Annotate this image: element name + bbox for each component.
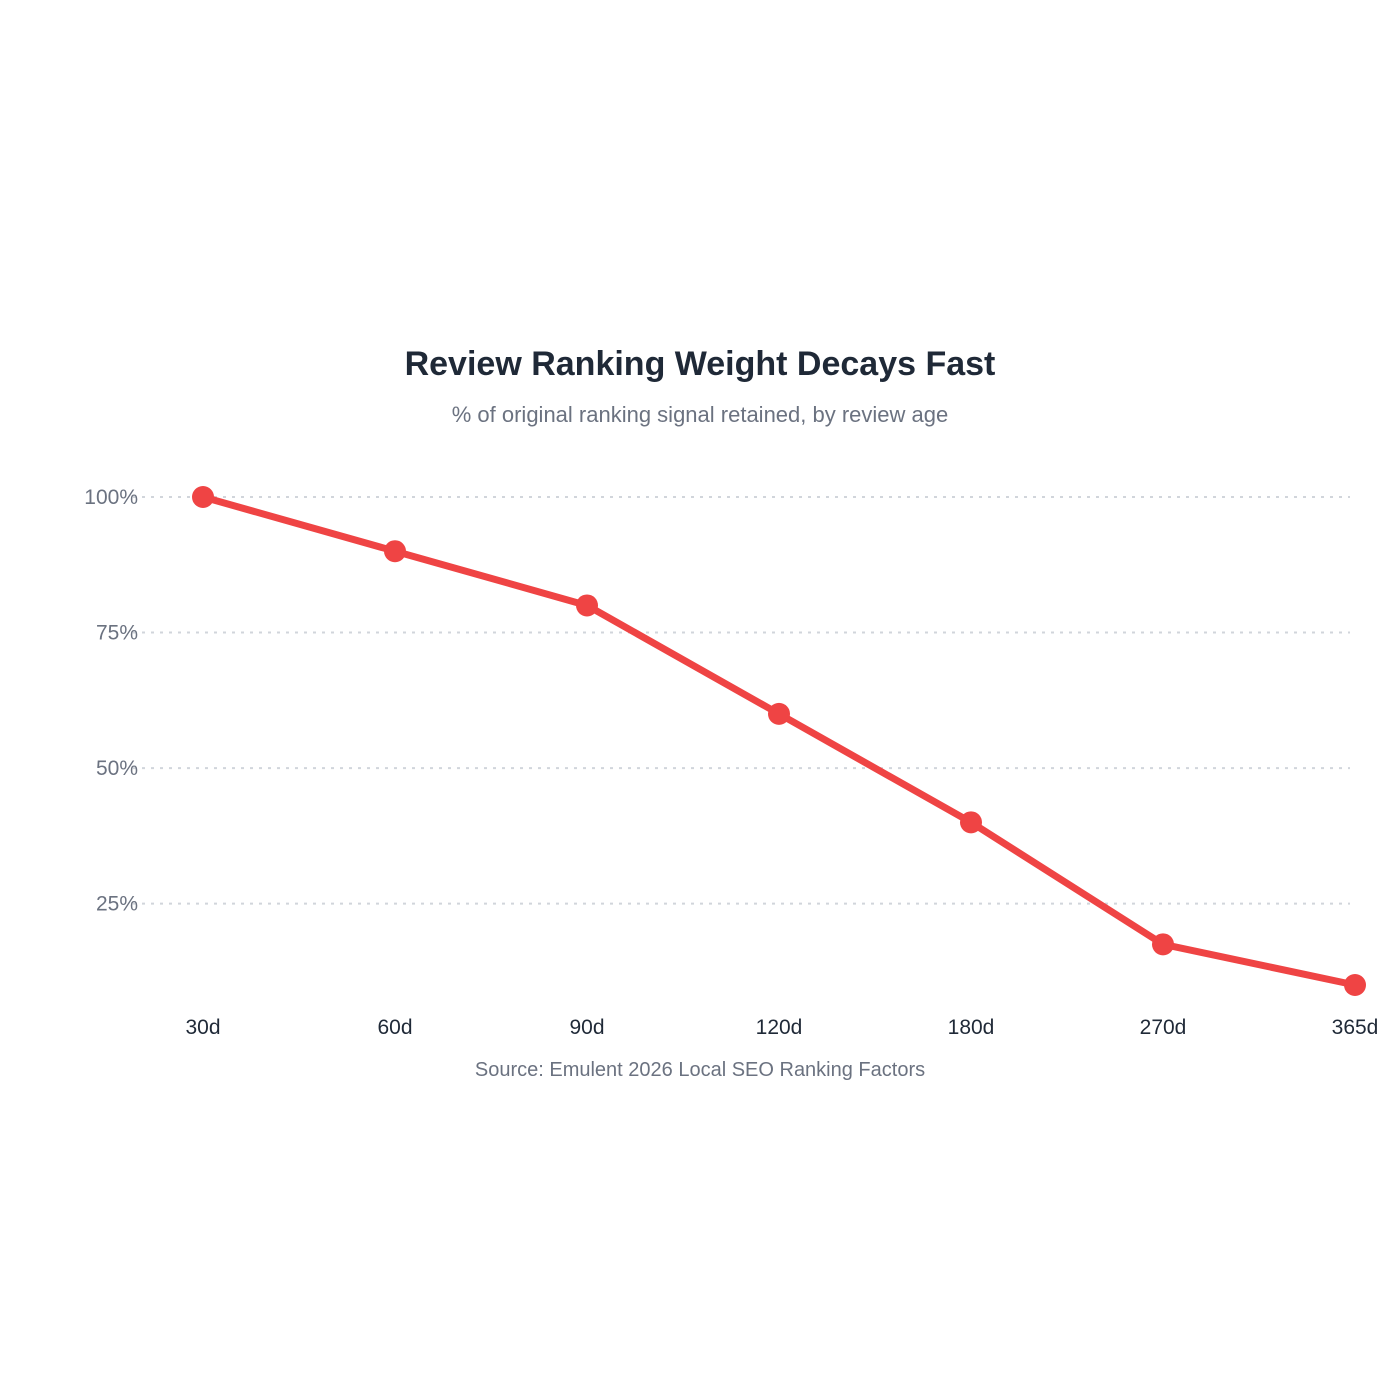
chart-title: Review Ranking Weight Decays Fast (404, 345, 996, 383)
data-point (768, 702, 790, 725)
data-point (960, 811, 982, 834)
data-point (1344, 974, 1366, 996)
data-point (192, 486, 214, 508)
x-tick-label: 365d (1332, 1016, 1379, 1039)
x-tick-label: 270d (1140, 1016, 1187, 1039)
y-tick-label: 75% (96, 622, 138, 645)
x-axis-ticks: 30d 60d 90d 120d 180d 270d 365d (185, 1016, 1378, 1039)
data-point (384, 540, 406, 563)
grid-lines (133, 496, 1350, 905)
chart-subtitle: % of original ranking signal retained, b… (451, 402, 949, 427)
y-tick-label: 100% (84, 486, 138, 509)
x-tick-label: 60d (377, 1016, 412, 1039)
chart-source: Source: Emulent 2026 Local SEO Ranking F… (474, 1059, 926, 1081)
y-axis-ticks: 100% 75% 50% 25% (84, 486, 138, 916)
series-line (199, 493, 1359, 989)
x-tick-label: 180d (948, 1016, 995, 1039)
data-point (1152, 933, 1174, 956)
x-tick-label: 120d (756, 1016, 803, 1039)
x-tick-label: 90d (569, 1016, 604, 1039)
y-tick-label: 50% (96, 757, 138, 780)
data-point (576, 594, 598, 617)
data-points (192, 486, 1366, 996)
y-tick-label: 25% (96, 893, 138, 916)
series-polyline (199, 493, 1359, 989)
x-tick-label: 30d (185, 1016, 220, 1039)
